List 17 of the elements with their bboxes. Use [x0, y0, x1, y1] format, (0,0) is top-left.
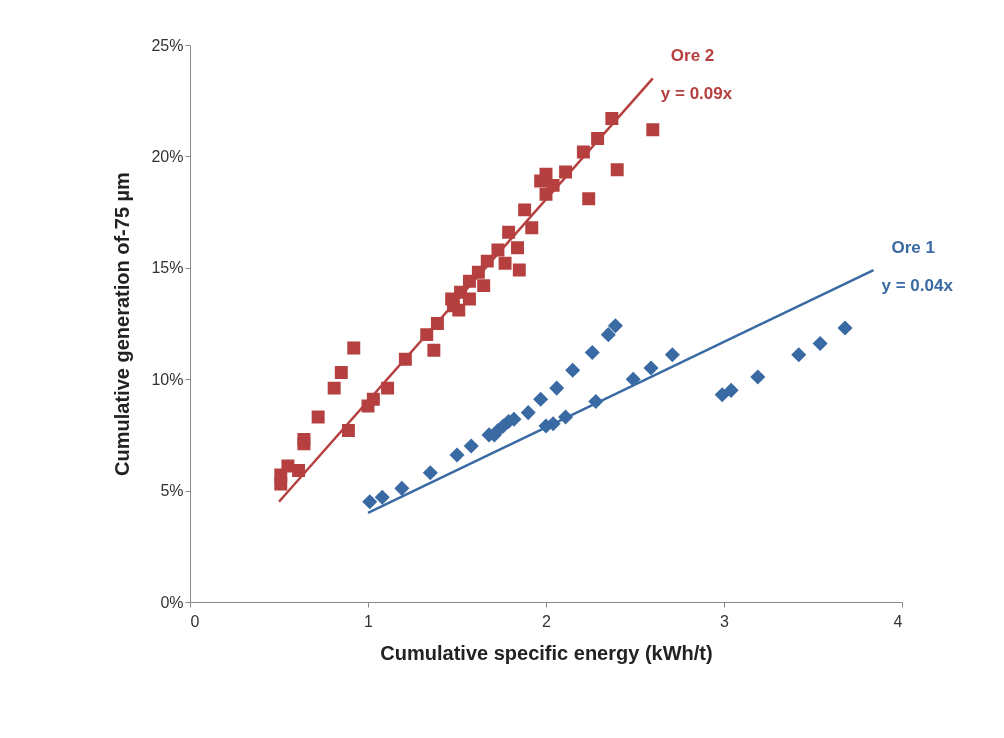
x-tick-label: 3: [720, 612, 730, 630]
y-tick-label: 15%: [151, 259, 184, 277]
x-tick-label: 1: [364, 612, 374, 630]
x-tick-label: 2: [542, 612, 552, 630]
x-axis-title: Cumulative specific energy (kWh/t): [380, 641, 713, 664]
y-tick-label: 0%: [160, 593, 184, 611]
y-tick-label: 10%: [151, 370, 184, 388]
y-tick-label: 5%: [160, 482, 184, 500]
x-tick-label: 4: [893, 612, 903, 630]
y-tick-label: 20%: [151, 147, 184, 165]
text: Ore 1: [891, 238, 935, 258]
x-tick-label: 0: [190, 612, 200, 630]
y-axis-title: Cumulative generation of-75 µm: [111, 172, 134, 476]
y-tick-label: 25%: [151, 36, 184, 54]
annotation: y = 0.09x: [660, 84, 733, 104]
text: Ore 2: [670, 46, 715, 66]
annotation: y = 0.04x: [881, 276, 954, 296]
